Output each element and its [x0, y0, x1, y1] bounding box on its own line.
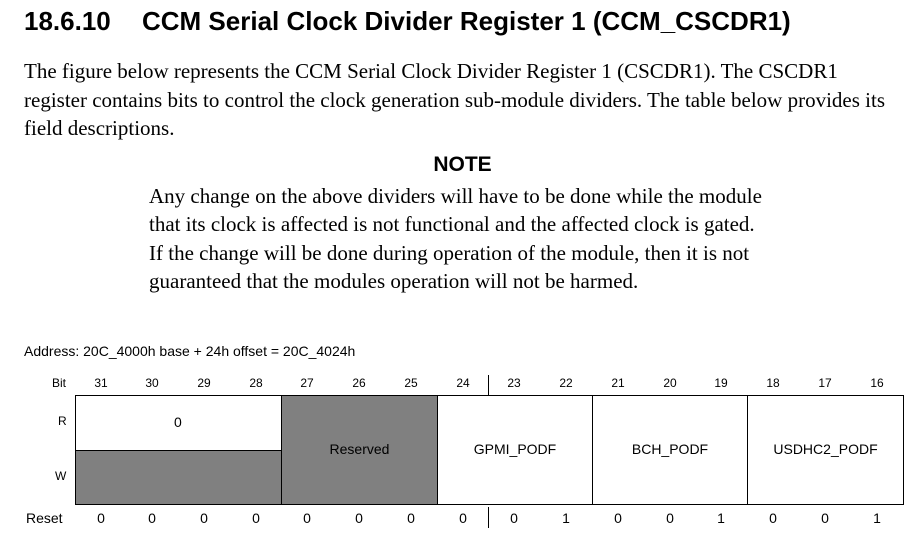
- reset-value: 0: [821, 510, 829, 526]
- reset-value: 0: [200, 510, 208, 526]
- note-title: NOTE: [433, 153, 492, 176]
- bit-number: 21: [611, 376, 625, 390]
- bit-number: 25: [404, 376, 418, 390]
- bit-number: 26: [352, 376, 366, 390]
- read-only-field-value: 0: [174, 414, 182, 430]
- register-address: Address: 20C_4000h base + 24h offset = 2…: [24, 343, 356, 359]
- bit-number: 19: [714, 376, 728, 390]
- usdhc2-podf-field: [747, 395, 904, 505]
- reserved-field-label: Reserved: [329, 441, 390, 457]
- reset-value: 0: [303, 510, 311, 526]
- reset-value: 0: [355, 510, 363, 526]
- gpmi-podf-label: GPMI_PODF: [473, 441, 557, 457]
- bit-row-label: Bit: [52, 376, 67, 390]
- bit-number: 28: [249, 376, 263, 390]
- reset-value: 0: [97, 510, 105, 526]
- reset-value: 0: [459, 510, 467, 526]
- halfword-divider-bottom: [488, 507, 489, 528]
- reset-value: 0: [769, 510, 777, 526]
- section-heading: 18.6.10 CCM Serial Clock Divider Register…: [24, 6, 791, 37]
- bit-number: 31: [94, 376, 108, 390]
- bit-number: 18: [766, 376, 780, 390]
- reset-value: 0: [614, 510, 622, 526]
- bit-number: 23: [507, 376, 521, 390]
- bit-number: 17: [818, 376, 832, 390]
- reset-value: 0: [407, 510, 415, 526]
- intro-paragraph: The figure below represents the CCM Seri…: [24, 59, 885, 140]
- reset-value: 0: [510, 510, 518, 526]
- read-row-label: R: [58, 414, 67, 428]
- bit-number: 20: [663, 376, 677, 390]
- bit-number: 22: [559, 376, 573, 390]
- reset-row-label: Reset: [26, 510, 63, 526]
- bch-podf-label: BCH_PODF: [631, 441, 709, 457]
- bit-number: 27: [300, 376, 314, 390]
- note-body: Any change on the above dividers will ha…: [149, 184, 762, 293]
- halfword-divider-top: [488, 375, 489, 395]
- write-unused-cell: [75, 450, 282, 505]
- bit-number: 24: [456, 376, 470, 390]
- reset-value: 1: [717, 510, 725, 526]
- reset-value: 0: [666, 510, 674, 526]
- bit-number: 29: [197, 376, 211, 390]
- reset-value: 1: [562, 510, 570, 526]
- bit-number: 16: [870, 376, 884, 390]
- section-number: 18.6.10: [24, 6, 111, 36]
- write-row-label: W: [55, 469, 67, 483]
- reset-value: 1: [873, 510, 881, 526]
- reset-value: 0: [148, 510, 156, 526]
- bit-number: 30: [145, 376, 159, 390]
- section-title: CCM Serial Clock Divider Register 1 (CCM…: [142, 6, 791, 36]
- usdhc2-podf-label: USDHC2_PODF: [773, 441, 878, 457]
- reset-value: 0: [252, 510, 260, 526]
